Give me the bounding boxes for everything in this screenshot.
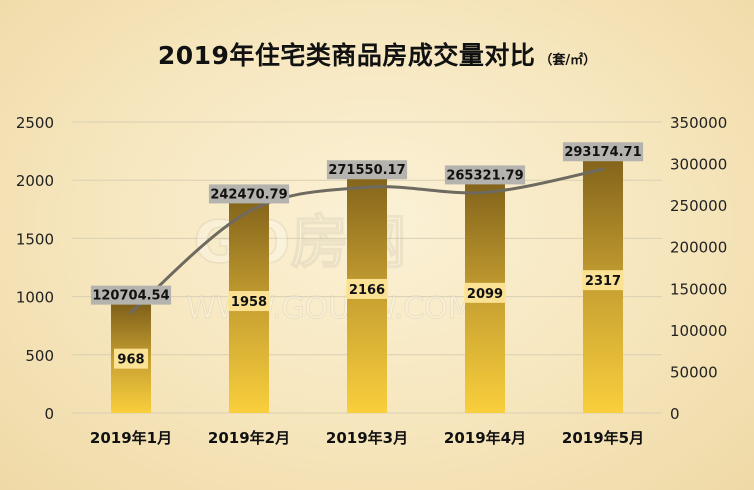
line-value-label: 271550.17	[328, 163, 405, 178]
line-label-bg	[208, 184, 290, 204]
right-tick-label: 50000	[670, 363, 718, 381]
x-category-label: 2019年2月	[208, 429, 290, 447]
bar-value-label: 2317	[585, 274, 621, 289]
left-tick-label: 1000	[16, 289, 54, 307]
bar-label-bg	[228, 291, 270, 312]
chart-unit: （套/㎡）	[539, 53, 597, 68]
line-label-bg	[90, 285, 172, 305]
x-category-label: 2019年4月	[444, 429, 526, 447]
x-category-label: 2019年5月	[562, 429, 644, 447]
bar-labels: 968 1958 2166 2099 2317	[114, 270, 624, 369]
line-labels: 120704.54 242470.79 271550.17 265321.79 2931…	[90, 142, 644, 305]
bar-value-label: 2166	[349, 283, 385, 298]
bar-value-label: 968	[117, 353, 144, 368]
right-tick-label: 150000	[670, 280, 727, 298]
right-tick-label: 100000	[670, 322, 727, 340]
line-label-bg	[326, 160, 408, 180]
bar-value-label: 1958	[231, 295, 267, 310]
left-axis: 0 500 1000 1500 2000 2500	[16, 114, 54, 423]
left-tick-label: 1500	[16, 230, 54, 248]
line-label-bg	[562, 142, 644, 162]
bar-label-bg	[346, 278, 388, 299]
left-tick-label: 2500	[16, 114, 54, 132]
line-value-label: 120704.54	[92, 289, 169, 304]
line-value-label: 293174.71	[564, 145, 641, 160]
left-tick-label: 0	[44, 405, 54, 423]
x-axis: 2019年1月 2019年2月 2019年3月 2019年4月 2019年5月	[90, 429, 644, 447]
left-tick-label: 500	[25, 347, 54, 365]
x-category-label: 2019年1月	[90, 429, 172, 447]
right-tick-label: 0	[670, 405, 680, 423]
line-value-label: 242470.79	[210, 187, 287, 202]
line-value-label: 265321.79	[446, 168, 523, 183]
right-tick-label: 350000	[670, 114, 727, 132]
bar-value-label: 2099	[467, 287, 503, 302]
bar-label-bg	[114, 348, 148, 369]
left-tick-label: 2000	[16, 172, 54, 190]
bar-series	[111, 143, 623, 413]
right-tick-label: 200000	[670, 239, 727, 257]
right-axis: 0 50000 100000 150000 200000 250000 300000 3500…	[670, 114, 727, 423]
bar-label-bg	[582, 270, 624, 291]
line-path	[129, 167, 605, 315]
chart-title-block: 2019年住宅类商品房成交量对比 （套/㎡）	[0, 36, 754, 72]
x-category-label: 2019年3月	[326, 429, 408, 447]
line-series	[129, 167, 605, 315]
chart-title: 2019年住宅类商品房成交量对比	[157, 41, 536, 70]
bar-label-bg	[464, 282, 506, 303]
line-label-bg	[444, 165, 526, 185]
right-tick-label: 250000	[670, 197, 727, 215]
right-tick-label: 300000	[670, 156, 727, 174]
